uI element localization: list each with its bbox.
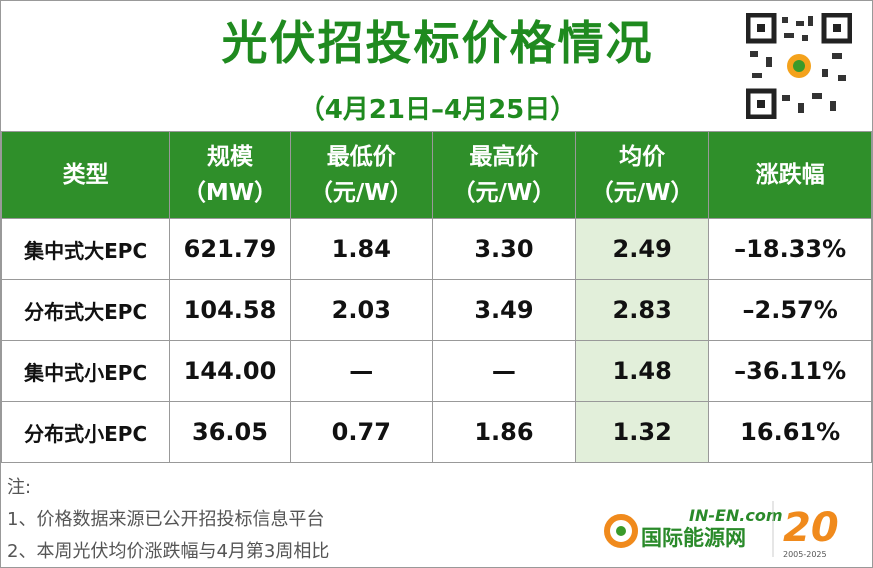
table-cell: 分布式大EPC bbox=[1, 279, 171, 341]
qr-code bbox=[746, 13, 852, 119]
header-row: 类型 规模 （MW） 最低价 （元/W） 最高价 （元/W） 均价 （元/W） 涨跌幅 bbox=[1, 131, 872, 219]
table-cell: — bbox=[289, 340, 433, 402]
logo-mark: 20 bbox=[783, 505, 839, 551]
table-cell: 1.32 bbox=[574, 401, 710, 463]
table-cell: 1.48 bbox=[574, 340, 710, 402]
table-cell: 3.49 bbox=[431, 279, 576, 341]
header-line: 最高价 bbox=[469, 144, 539, 170]
table-cell: 621.79 bbox=[169, 218, 291, 280]
header-line: 类型 bbox=[62, 162, 109, 188]
table-row: 分布式大EPC 104.58 2.03 3.49 2.83 –2.57% bbox=[1, 279, 872, 341]
table-row: 集中式大EPC 621.79 1.84 3.30 2.49 –18.33% bbox=[1, 218, 872, 280]
table-cell: 104.58 bbox=[169, 279, 291, 341]
note-item: 2、本周光伏均价涨跌幅与4月第3周相比 bbox=[7, 541, 330, 562]
logo-years: 2005-2025 bbox=[783, 550, 827, 559]
table-cell: 1.86 bbox=[431, 401, 576, 463]
table-cell: –36.11% bbox=[708, 340, 872, 402]
column-header: 规模 （MW） bbox=[169, 131, 291, 219]
table-cell: 1.84 bbox=[289, 218, 433, 280]
table-cell: 集中式小EPC bbox=[1, 340, 171, 402]
header-line: （元/W） bbox=[309, 180, 413, 206]
column-header: 均价 （元/W） bbox=[574, 131, 710, 219]
table-cell: 144.00 bbox=[169, 340, 291, 402]
column-header: 最低价 （元/W） bbox=[289, 131, 433, 219]
column-header: 类型 bbox=[1, 131, 171, 219]
subtitle: （4月21日–4月25日） bbox=[298, 95, 577, 125]
table-cell: –2.57% bbox=[708, 279, 872, 341]
table-cell: 分布式小EPC bbox=[1, 401, 171, 463]
table-cell: 16.61% bbox=[708, 401, 872, 463]
table-row: 分布式小EPC 36.05 0.77 1.86 1.32 16.61% bbox=[1, 401, 872, 463]
column-header: 最高价 （元/W） bbox=[431, 131, 576, 219]
title: 光伏招投标价格情况 bbox=[221, 16, 654, 70]
header-line: 均价 bbox=[619, 144, 666, 170]
table-cell: — bbox=[431, 340, 576, 402]
column-header: 涨跌幅 bbox=[708, 131, 872, 219]
table-cell: 2.03 bbox=[289, 279, 433, 341]
table-row: 集中式小EPC 144.00— —1.48 –36.11% bbox=[1, 340, 872, 402]
table-cell: 集中式大EPC bbox=[1, 218, 171, 280]
note-label: 注: bbox=[7, 477, 32, 498]
header-line: 规模 bbox=[206, 144, 253, 170]
header-line: （元/W） bbox=[452, 180, 556, 206]
logo-site: IN-EN.com bbox=[689, 506, 783, 525]
header-line: 最低价 bbox=[326, 144, 396, 170]
table-cell: 3.30 bbox=[431, 218, 576, 280]
table-cell: 36.05 bbox=[169, 401, 291, 463]
header-line: 涨跌幅 bbox=[755, 162, 825, 188]
table-body: 集中式大EPC 621.79 1.84 3.30 2.49 –18.33% 分布式大EPC 1… bbox=[1, 218, 872, 463]
logo-name: 国际能源网 bbox=[641, 526, 746, 550]
table-cell: 2.49 bbox=[574, 218, 710, 280]
table-cell: –18.33% bbox=[708, 218, 872, 280]
table-cell: 2.83 bbox=[574, 279, 710, 341]
note-item: 1、价格数据来源已公开招投标信息平台 bbox=[7, 509, 325, 530]
header-line: （MW） bbox=[182, 180, 278, 206]
header-line: （元/W） bbox=[590, 180, 694, 206]
price-table: 类型 规模 （MW） 最低价 （元/W） 最高价 （元/W） 均价 （元/W） 涨跌幅 集中式大E… bbox=[1, 131, 872, 463]
logo: IN-EN.com 国际能源网 20 2005-2025 bbox=[604, 501, 839, 559]
table-cell: 0.77 bbox=[289, 401, 433, 463]
